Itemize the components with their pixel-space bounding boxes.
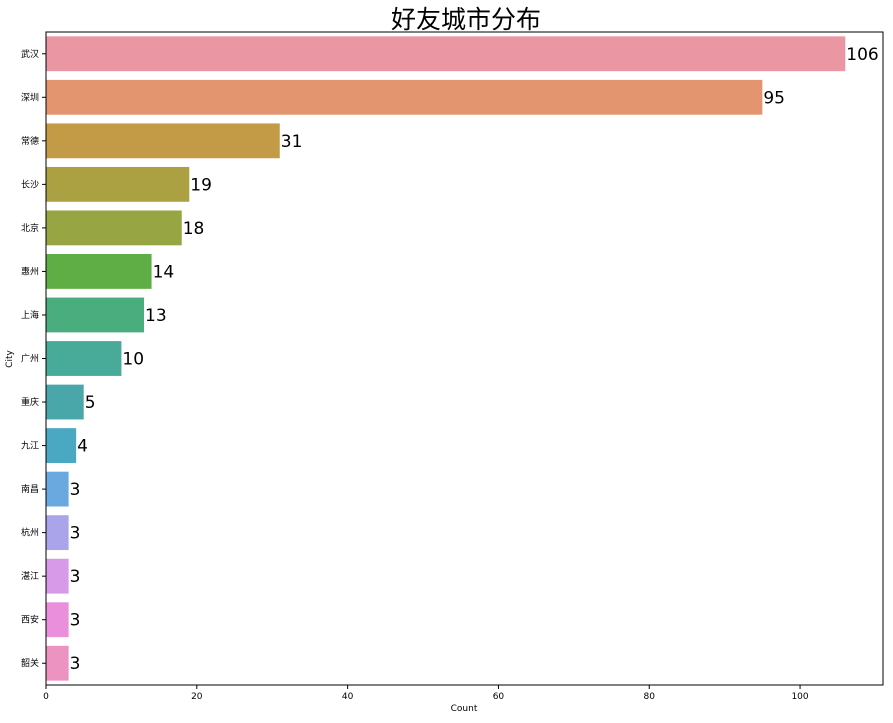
data-labels: 106 95 31 19 18 14 13 10 5 4 3 3 3 3 3 (70, 45, 879, 674)
data-label: 5 (85, 393, 96, 413)
bars-group (46, 36, 846, 681)
y-tick-label: 杭州 (21, 527, 39, 539)
x-tick-label: 40 (342, 692, 354, 702)
bar (46, 36, 846, 72)
chart-title: 好友城市分布 (391, 5, 541, 34)
axes-frame (45, 31, 884, 686)
bar (46, 471, 69, 507)
x-tick-label: 20 (191, 692, 203, 702)
y-tick-label: 九江 (21, 441, 39, 452)
bar (46, 166, 190, 202)
y-tick-label: 武汉 (21, 48, 39, 60)
bar (46, 79, 763, 115)
y-tick-label: 湛江 (21, 571, 39, 582)
data-label: 106 (846, 45, 878, 65)
bar (46, 384, 84, 420)
x-tick-label: 100 (791, 692, 808, 702)
data-label: 95 (763, 88, 785, 108)
y-tick-label: 深圳 (21, 92, 39, 103)
data-label: 3 (70, 567, 81, 587)
y-tick-label: 北京 (21, 222, 39, 234)
bar (46, 558, 69, 594)
bar (46, 210, 182, 246)
bar (46, 341, 122, 376)
y-tick-label: 上海 (21, 309, 39, 321)
bar (46, 254, 152, 289)
bar (46, 602, 69, 638)
x-tick-label: 0 (43, 692, 49, 702)
data-label: 13 (145, 306, 167, 326)
data-label: 19 (190, 175, 212, 195)
y-tick-label: 重庆 (21, 396, 39, 408)
y-tick-label: 惠州 (21, 265, 39, 277)
data-label: 14 (153, 262, 175, 282)
data-label: 10 (122, 350, 144, 370)
bar (46, 645, 69, 681)
data-label: 3 (70, 611, 81, 631)
y-tick-label: 韶关 (21, 657, 39, 669)
data-label: 3 (70, 480, 81, 500)
y-axis-title: City (5, 350, 15, 368)
x-tick-label: 60 (493, 692, 505, 702)
data-label: 4 (77, 437, 88, 457)
y-tick-label: 南昌 (21, 483, 39, 495)
x-axis-title: Count (451, 704, 478, 714)
data-label: 18 (183, 219, 205, 239)
bar (46, 428, 77, 463)
y-tick-label: 西安 (21, 614, 39, 626)
x-tick-label: 80 (644, 692, 656, 702)
y-tick-label: 广州 (21, 353, 39, 365)
data-label: 31 (281, 132, 303, 152)
bar (46, 515, 69, 551)
x-axis-ticks: 0 20 40 60 80 100 (43, 685, 809, 702)
bar (46, 297, 145, 333)
bar (46, 123, 280, 159)
y-tick-label: 常德 (21, 135, 39, 147)
data-label: 3 (70, 654, 81, 674)
y-tick-label: 长沙 (21, 178, 39, 190)
data-label: 3 (70, 524, 81, 544)
